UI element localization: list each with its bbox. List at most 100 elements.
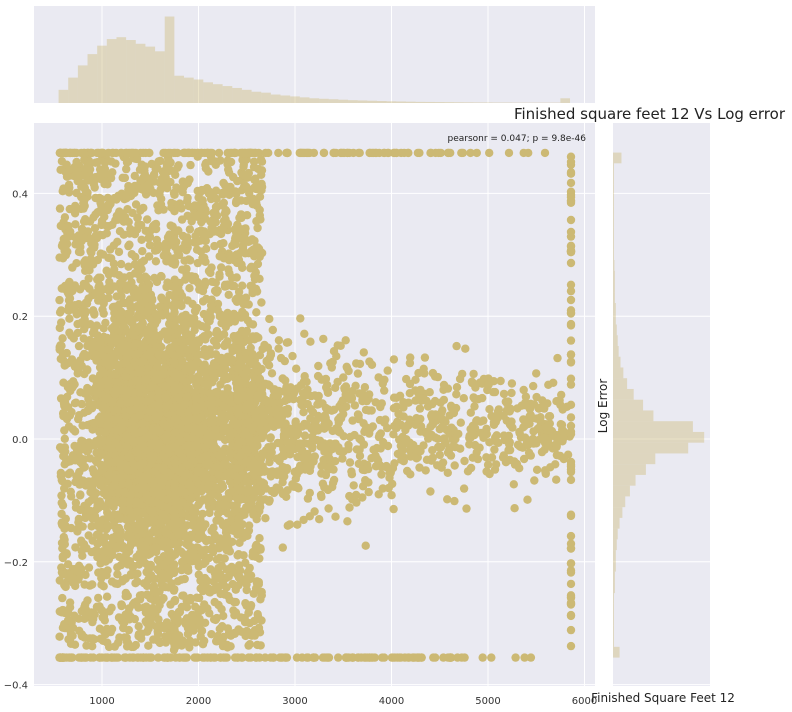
joint-panel: 1000 2000 3000 4000 5000 6000 −0.4−0.20.00.20…: [4, 123, 597, 707]
scatter-point: [81, 600, 90, 609]
scatter-point: [234, 550, 243, 559]
scatter-point: [159, 477, 169, 486]
scatter-point: [120, 173, 130, 183]
scatter-point: [213, 286, 222, 295]
scatter-point: [217, 263, 226, 272]
scatter-point: [166, 177, 175, 187]
scatter-point: [61, 582, 70, 592]
scatter-point: [72, 359, 81, 368]
scatter-point: [124, 262, 133, 271]
scatter-point: [92, 321, 102, 330]
marginal-x-bar: [193, 79, 204, 103]
scatter-point: [184, 384, 194, 393]
scatter-point: [74, 614, 83, 623]
scatter-point: [253, 640, 262, 650]
scatter-point: [148, 355, 157, 364]
scatter-point: [120, 340, 129, 349]
scatter-point: [200, 636, 209, 646]
scatter-point: [85, 234, 95, 243]
scatter-point: [104, 270, 114, 279]
scatter-points: [55, 148, 576, 662]
scatter-point: [68, 263, 77, 272]
scatter-point: [193, 186, 202, 196]
scatter-point: [60, 434, 69, 443]
scatter-point: [213, 305, 222, 315]
marginal-x-bar: [184, 77, 194, 103]
scatter-point: [239, 170, 248, 180]
scatter-point: [122, 164, 131, 174]
marginal-x-bar: [77, 65, 88, 103]
scatter-point: [187, 272, 196, 281]
scatter-point: [226, 631, 236, 640]
scatter-point: [65, 314, 74, 323]
scatter-point: [201, 380, 210, 389]
marginal-x-bar: [454, 102, 464, 103]
scatter-point: [121, 281, 131, 290]
scatter-point: [148, 426, 158, 435]
marginal-x-histogram: [58, 16, 571, 104]
scatter-point: [56, 341, 65, 350]
scatter-point: [58, 552, 67, 561]
scatter-point: [104, 286, 114, 296]
marginal-x-bar: [174, 75, 185, 103]
scatter-point: [157, 293, 166, 302]
marginal-x-bar: [328, 99, 339, 103]
scatter-point: [65, 294, 75, 303]
scatter-point: [124, 217, 133, 227]
scatter-point: [114, 524, 123, 533]
scatter-point: [154, 439, 164, 448]
scatter-point: [104, 437, 114, 447]
marginal-x-bar: [212, 84, 223, 103]
scatter-point: [187, 433, 197, 442]
scatter-point: [219, 391, 229, 400]
scatter-point: [150, 467, 159, 476]
scatter-point: [219, 330, 229, 339]
scatter-point: [200, 368, 209, 377]
scatter-point: [177, 565, 186, 575]
scatter-point: [212, 202, 222, 212]
scatter-point: [132, 302, 142, 311]
scatter-point: [177, 291, 187, 301]
scatter-point: [175, 538, 184, 548]
scatter-point: [123, 465, 132, 474]
scatter-point: [223, 509, 232, 518]
scatter-point: [238, 281, 247, 290]
scatter-point: [56, 221, 65, 231]
scatter-point: [70, 209, 80, 218]
scatter-point: [138, 419, 147, 428]
marginal-x-bar: [135, 43, 146, 103]
scatter-point: [166, 539, 175, 548]
marginal-x-bar: [97, 45, 107, 103]
scatter-point: [144, 641, 153, 650]
scatter-point: [145, 232, 155, 241]
scatter-point: [178, 557, 187, 567]
marginal-x-bar: [106, 39, 117, 103]
scatter-point: [220, 554, 229, 563]
marginal-x-bar: [155, 51, 165, 103]
scatter-point: [138, 285, 148, 294]
scatter-point: [60, 213, 70, 222]
scatter-point: [240, 618, 250, 627]
scatter-point: [123, 432, 133, 441]
scatter-point: [115, 334, 124, 343]
marginal-x-bar: [222, 86, 233, 103]
scatter-point: [173, 163, 182, 172]
scatter-point: [88, 374, 98, 383]
scatter-point: [253, 610, 262, 619]
scatter-point: [103, 566, 112, 575]
scatter-point: [57, 491, 66, 500]
scatter-point: [163, 429, 172, 439]
scatter-point: [225, 477, 235, 486]
scatter-point: [193, 358, 203, 367]
scatter-point: [182, 392, 191, 402]
scatter-point: [96, 171, 105, 180]
scatter-point: [96, 249, 106, 258]
scatter-point: [242, 626, 251, 636]
scatter-point: [75, 480, 84, 489]
scatter-point: [131, 252, 140, 262]
scatter-point: [74, 514, 84, 524]
scatter-point: [196, 236, 205, 245]
scatter-point: [58, 334, 67, 343]
scatter-point: [106, 512, 115, 521]
scatter-point: [225, 547, 235, 556]
